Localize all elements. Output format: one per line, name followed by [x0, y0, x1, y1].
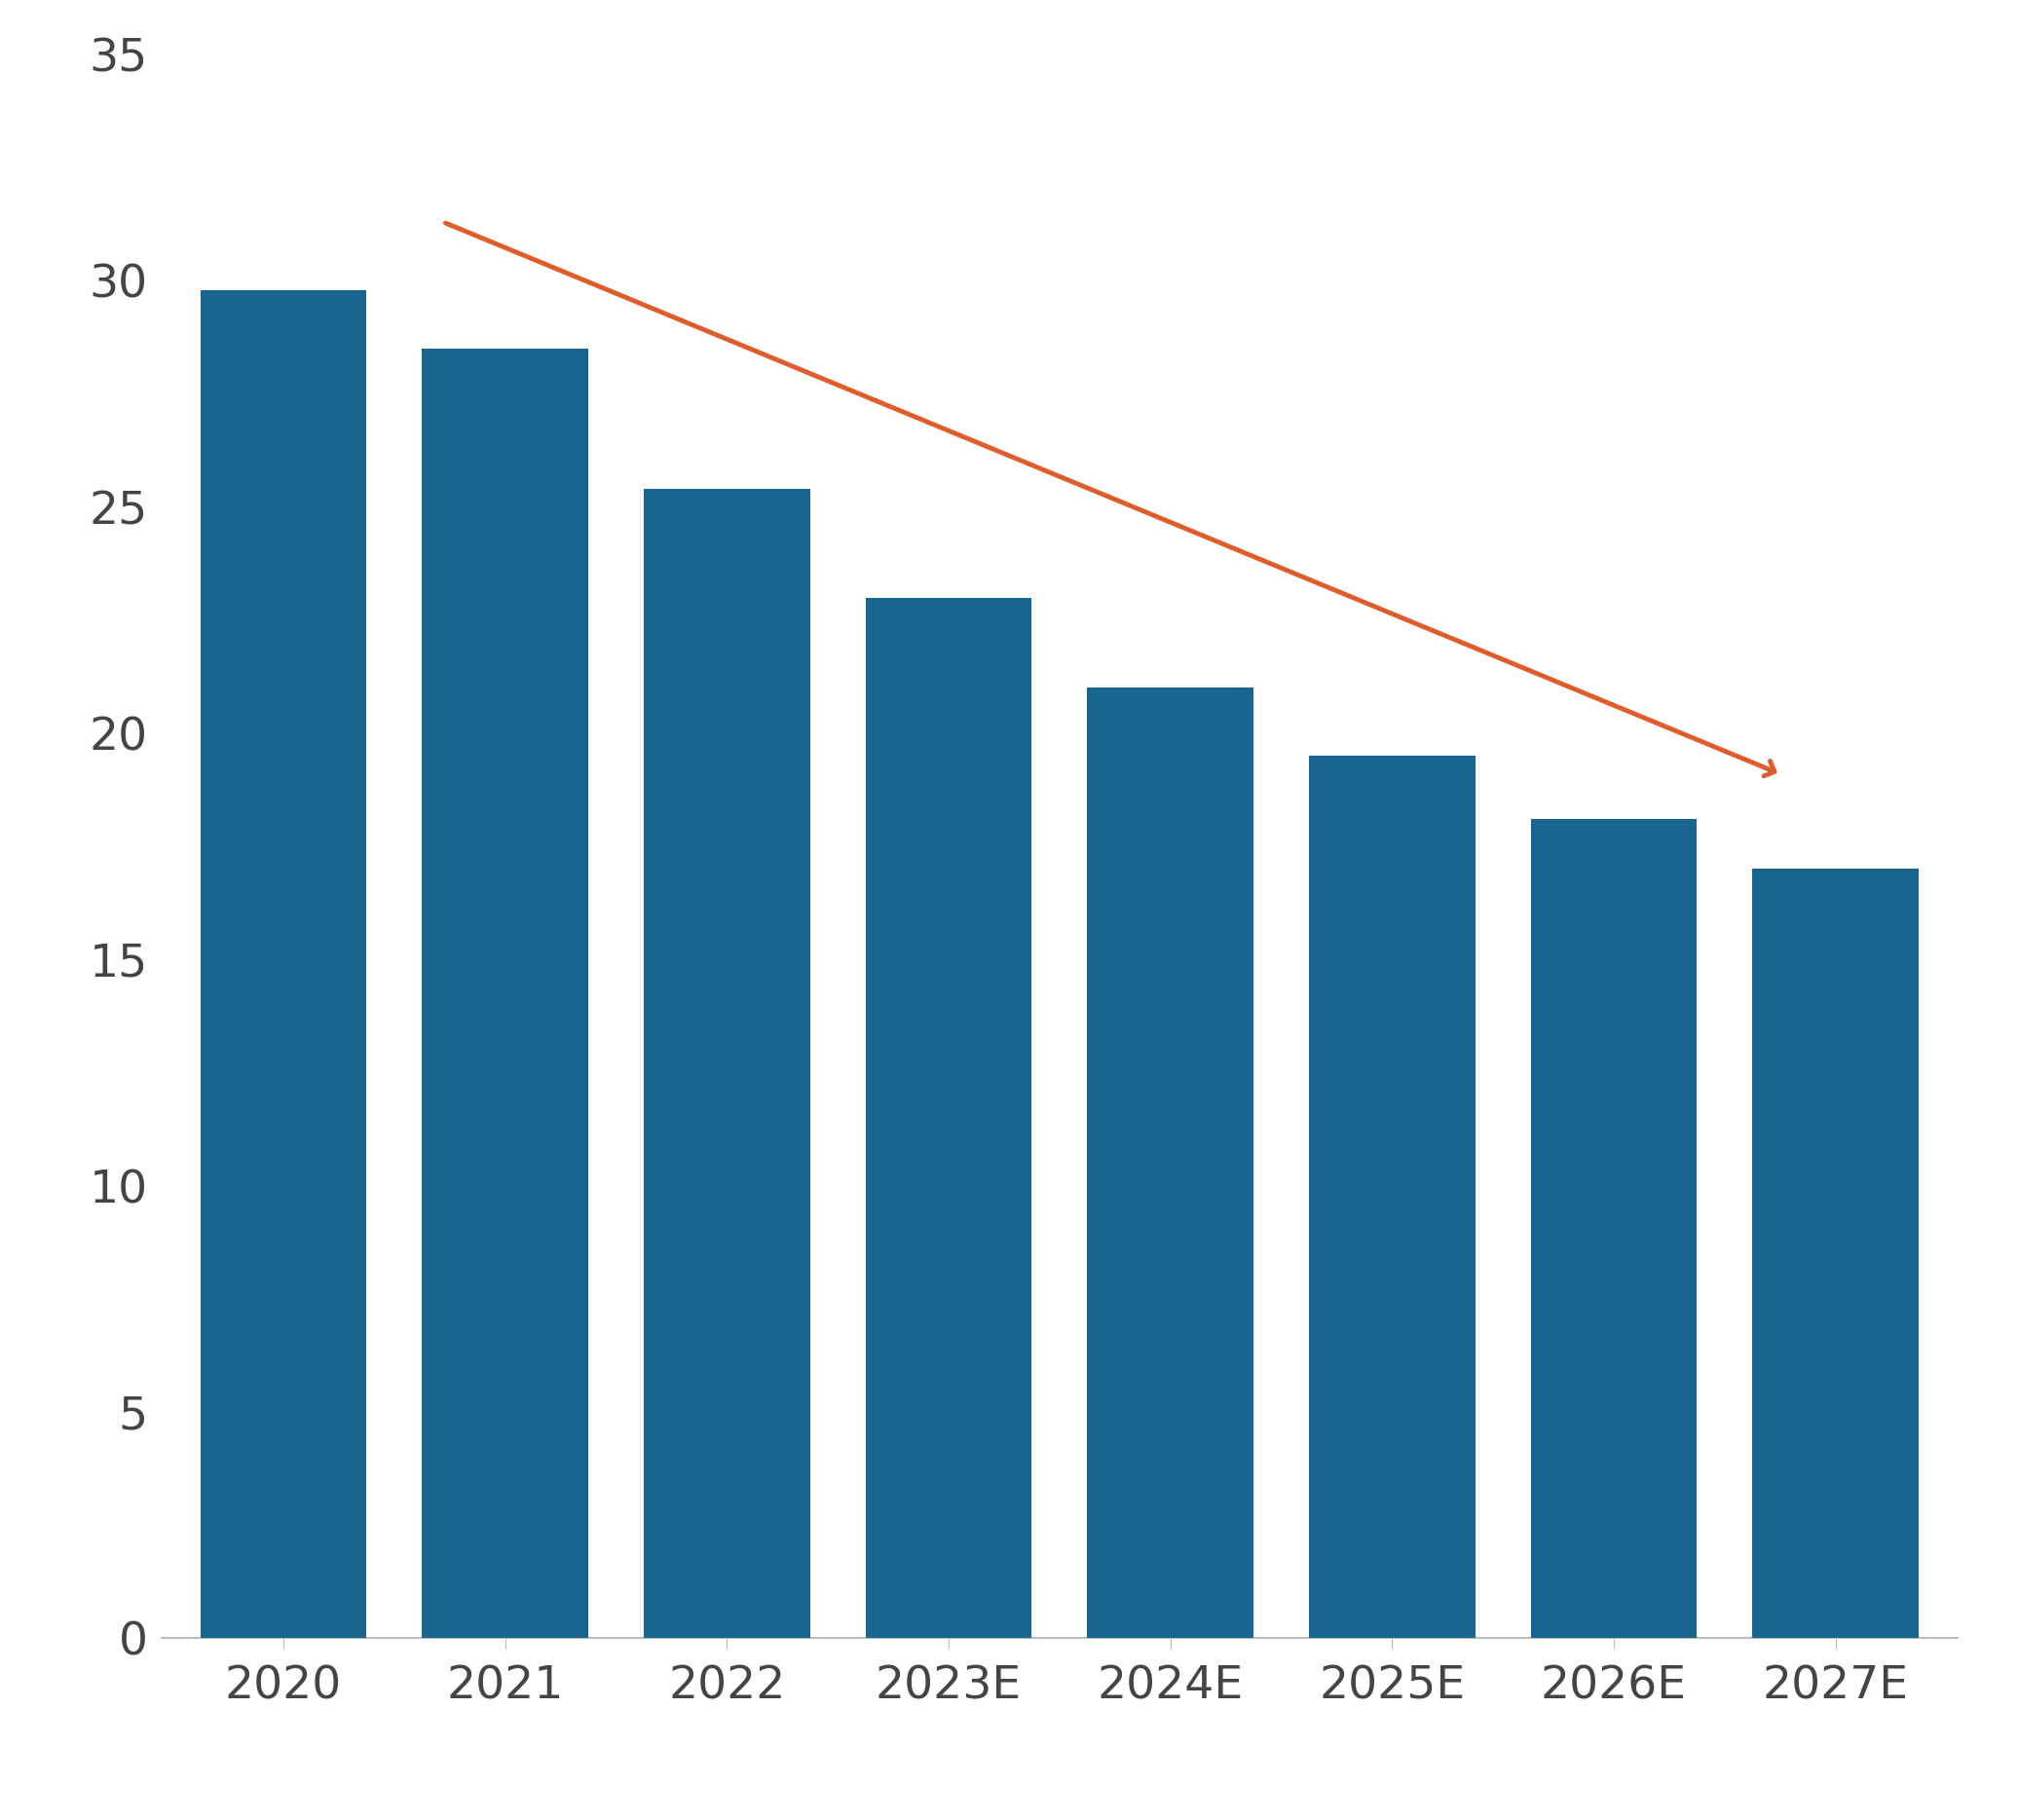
Bar	[1752, 868, 1919, 1638]
Bar	[1088, 688, 1253, 1638]
Bar	[200, 289, 367, 1638]
Bar	[1530, 819, 1697, 1638]
Bar	[1310, 755, 1475, 1638]
Bar	[644, 490, 809, 1638]
Bar	[422, 349, 589, 1638]
Bar	[866, 597, 1031, 1638]
